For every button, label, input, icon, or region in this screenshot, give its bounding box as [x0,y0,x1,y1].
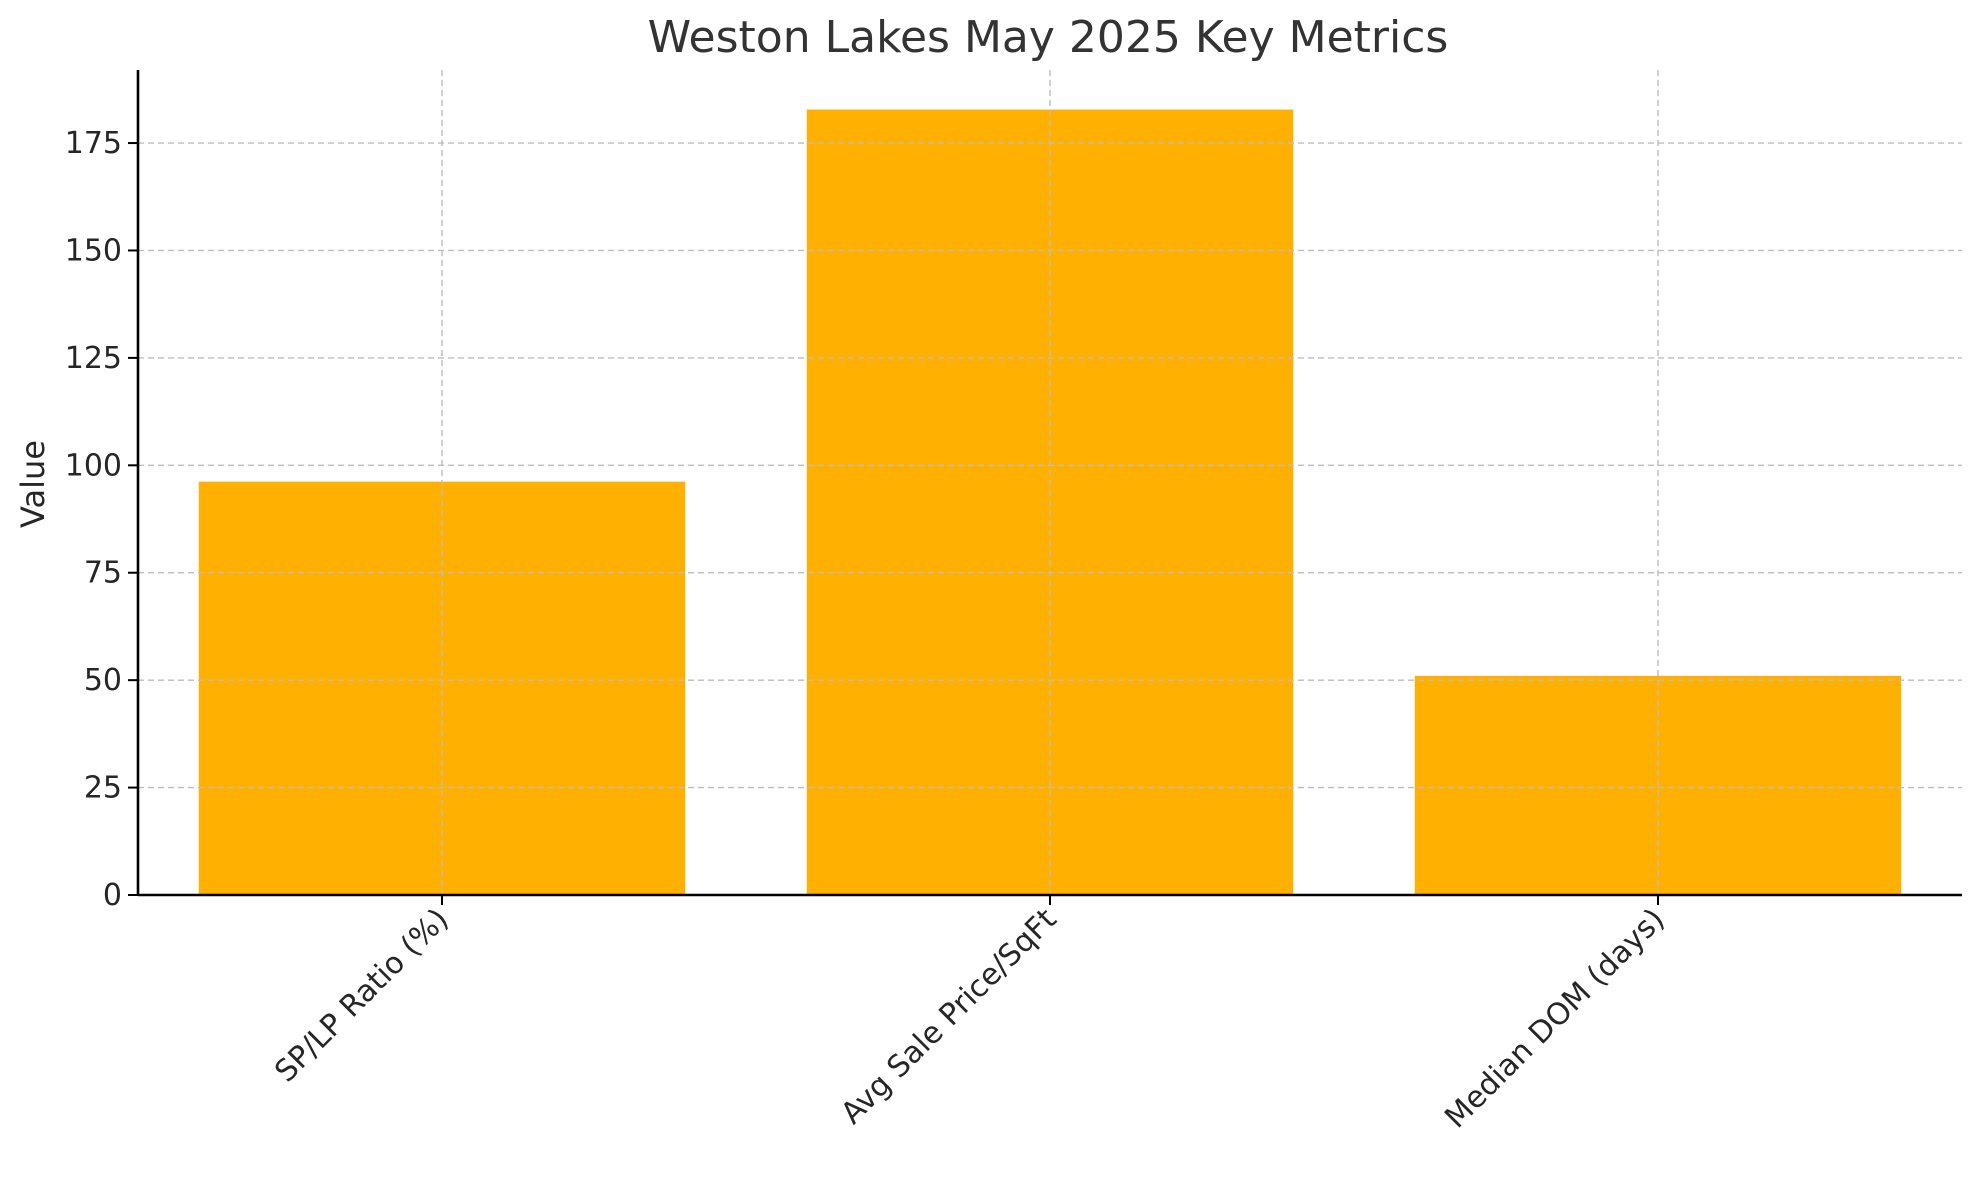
y-tick-label: 125 [65,341,122,376]
x-tick-label: SP/LP Ratio (%) [268,902,455,1089]
y-tick-label: 150 [65,233,122,268]
y-tick-label: 25 [84,771,122,806]
y-tick-label: 50 [84,663,122,698]
x-axis-ticks: SP/LP Ratio (%) Avg Sale Price/SqFt Median… [268,895,1672,1135]
y-tick-label: 75 [84,556,122,591]
grid-lines [138,70,1962,895]
chart-title: Weston Lakes May 2025 Key Metrics [648,12,1449,63]
y-tick-label: 0 [103,878,122,913]
y-axis-ticks: 0 25 50 75 100 125 150 175 [65,126,138,913]
y-tick-label: 175 [65,126,122,161]
x-tick-label: Avg Sale Price/SqFt [834,902,1063,1131]
y-tick-label: 100 [65,448,122,483]
x-tick-label: Median DOM (days) [1438,902,1671,1135]
y-axis-label: Value [14,440,52,528]
